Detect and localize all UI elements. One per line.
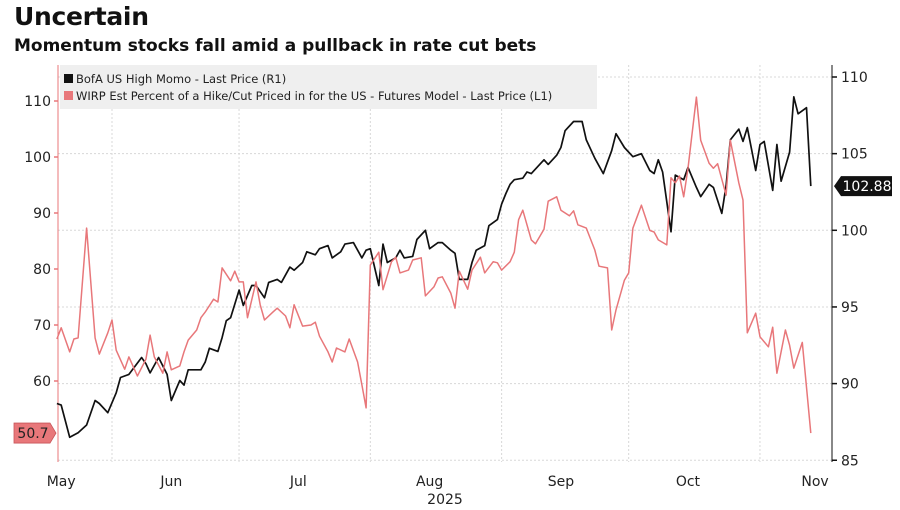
right-axis-tick-label: 100 xyxy=(841,223,868,239)
right-axis-tick-label: 90 xyxy=(841,377,859,393)
x-axis-tick-label: Jun xyxy=(159,474,182,490)
left-axis-tick-label: 80 xyxy=(33,262,51,278)
plot-background xyxy=(14,62,844,466)
legend-swatch-wirp xyxy=(64,91,73,100)
last-value-badge-momo xyxy=(834,176,892,197)
axes: 110 100 90 80 70 60 110 105 100 95 90 85 May Jun Jul Au… xyxy=(24,65,868,490)
legend-label-wirp: WIRP Est Percent of a Hike/Cut Priced in… xyxy=(76,89,552,103)
chart-subtitle: Momentum stocks fall amid a pullback in … xyxy=(14,36,537,56)
x-axis-tick-label: May xyxy=(47,474,76,490)
x-axis-tick-label: Aug xyxy=(416,474,443,490)
legend: BofA US High Momo - Last Price (R1) WIRP… xyxy=(60,65,597,109)
value-labels: 102.88 50.7 xyxy=(13,176,892,444)
left-axis-tick-label: 70 xyxy=(33,318,51,334)
legend-label-momo: BofA US High Momo - Last Price (R1) xyxy=(76,72,286,86)
left-axis-tick-label: 90 xyxy=(33,206,51,222)
series-line-momo xyxy=(56,96,812,439)
left-axis-tick-label: 60 xyxy=(33,374,51,390)
left-axis-tick-label: 100 xyxy=(24,150,51,166)
left-axis-tick-label: 110 xyxy=(24,94,51,110)
legend-box xyxy=(60,65,597,109)
series-line-wirp xyxy=(56,96,812,434)
right-axis-tick-label: 110 xyxy=(841,70,868,86)
right-axis-tick-label: 105 xyxy=(841,147,868,163)
last-value-label-wirp: 50.7 xyxy=(17,426,48,442)
x-axis-tick-label: Jul xyxy=(289,474,307,490)
chart-title: Uncertain xyxy=(14,2,149,31)
series xyxy=(56,96,812,439)
x-axis-tick-label: Sep xyxy=(548,474,575,490)
right-axis-tick-label: 95 xyxy=(841,300,859,316)
last-value-badge-wirp xyxy=(13,422,57,444)
right-axis-tick-label: 85 xyxy=(841,453,859,469)
x-axis-tick-label: Nov xyxy=(801,474,828,490)
x-axis-year-label: 2025 xyxy=(427,492,463,508)
legend-swatch-momo xyxy=(64,74,73,83)
last-value-label-momo: 102.88 xyxy=(843,179,892,195)
x-axis-tick-label: Oct xyxy=(676,474,701,490)
